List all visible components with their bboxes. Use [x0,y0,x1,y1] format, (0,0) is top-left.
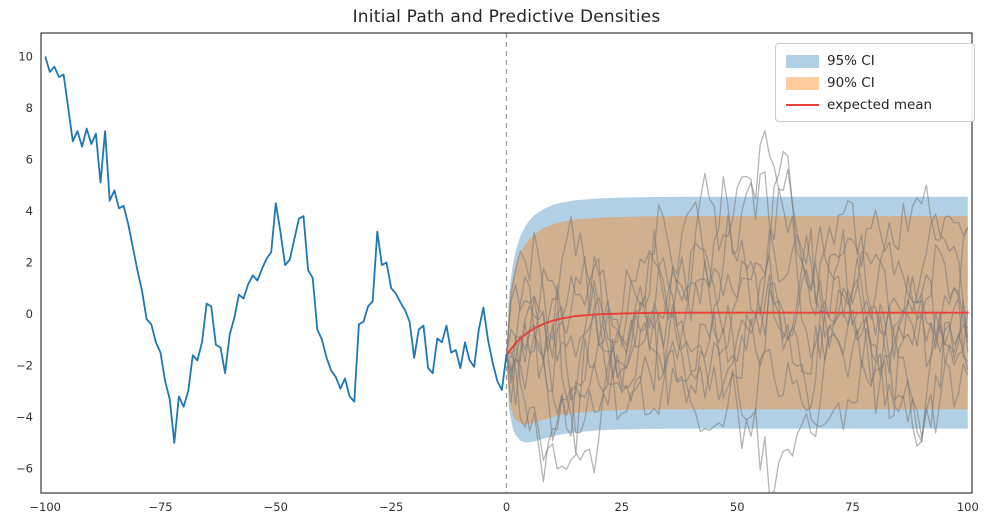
sample-path [505,130,969,415]
legend-label-expected-mean: expected mean [827,97,933,113]
ci95-swatch [786,54,819,68]
sample-path [505,213,969,493]
initial-path-line [44,56,508,444]
ci-90-band [506,216,968,425]
axis-frame [40,32,973,494]
x-tick-label: −100 [29,500,61,514]
legend-label-95ci: 95% CI [827,53,875,69]
sample-path [506,214,969,442]
x-tick-label: 25 [614,500,629,514]
sample-path [505,150,969,447]
x-tick-label: 100 [957,500,979,514]
legend-label-90ci: 90% CI [827,75,875,91]
y-tick-label: −4 [16,410,33,424]
y-tick-label: 10 [18,49,33,63]
y-tick-label: 4 [26,204,33,218]
legend: 95% CI 90% CI expected mean [775,43,975,122]
expected-mean-swatch [786,104,819,106]
chart-title: Initial Path and Predictive Densities [352,7,661,27]
x-tick-label: −75 [148,500,172,514]
legend-item-95ci: 95% CI [776,50,974,72]
plot-area [44,33,969,493]
sample-path [505,171,969,474]
x-tick-label: 50 [730,500,745,514]
legend-item-90ci: 90% CI [776,72,974,94]
sample-path [505,184,969,421]
x-tick-label: 75 [845,500,860,514]
x-tick-label: −50 [264,500,288,514]
y-tick-label: 2 [26,256,33,270]
x-tick-label: 0 [503,500,510,514]
y-tick-label: 8 [26,101,33,115]
ci90-swatch [786,76,819,90]
y-tick-label: −6 [16,462,33,476]
x-tick-label: −25 [379,500,403,514]
legend-item-expected-mean: expected mean [776,94,974,116]
y-tick-label: 6 [26,153,33,167]
expected-mean-line [505,311,969,357]
sample-path [505,209,969,408]
y-tick-label: −2 [16,359,33,373]
y-tick-label: 0 [26,307,33,321]
